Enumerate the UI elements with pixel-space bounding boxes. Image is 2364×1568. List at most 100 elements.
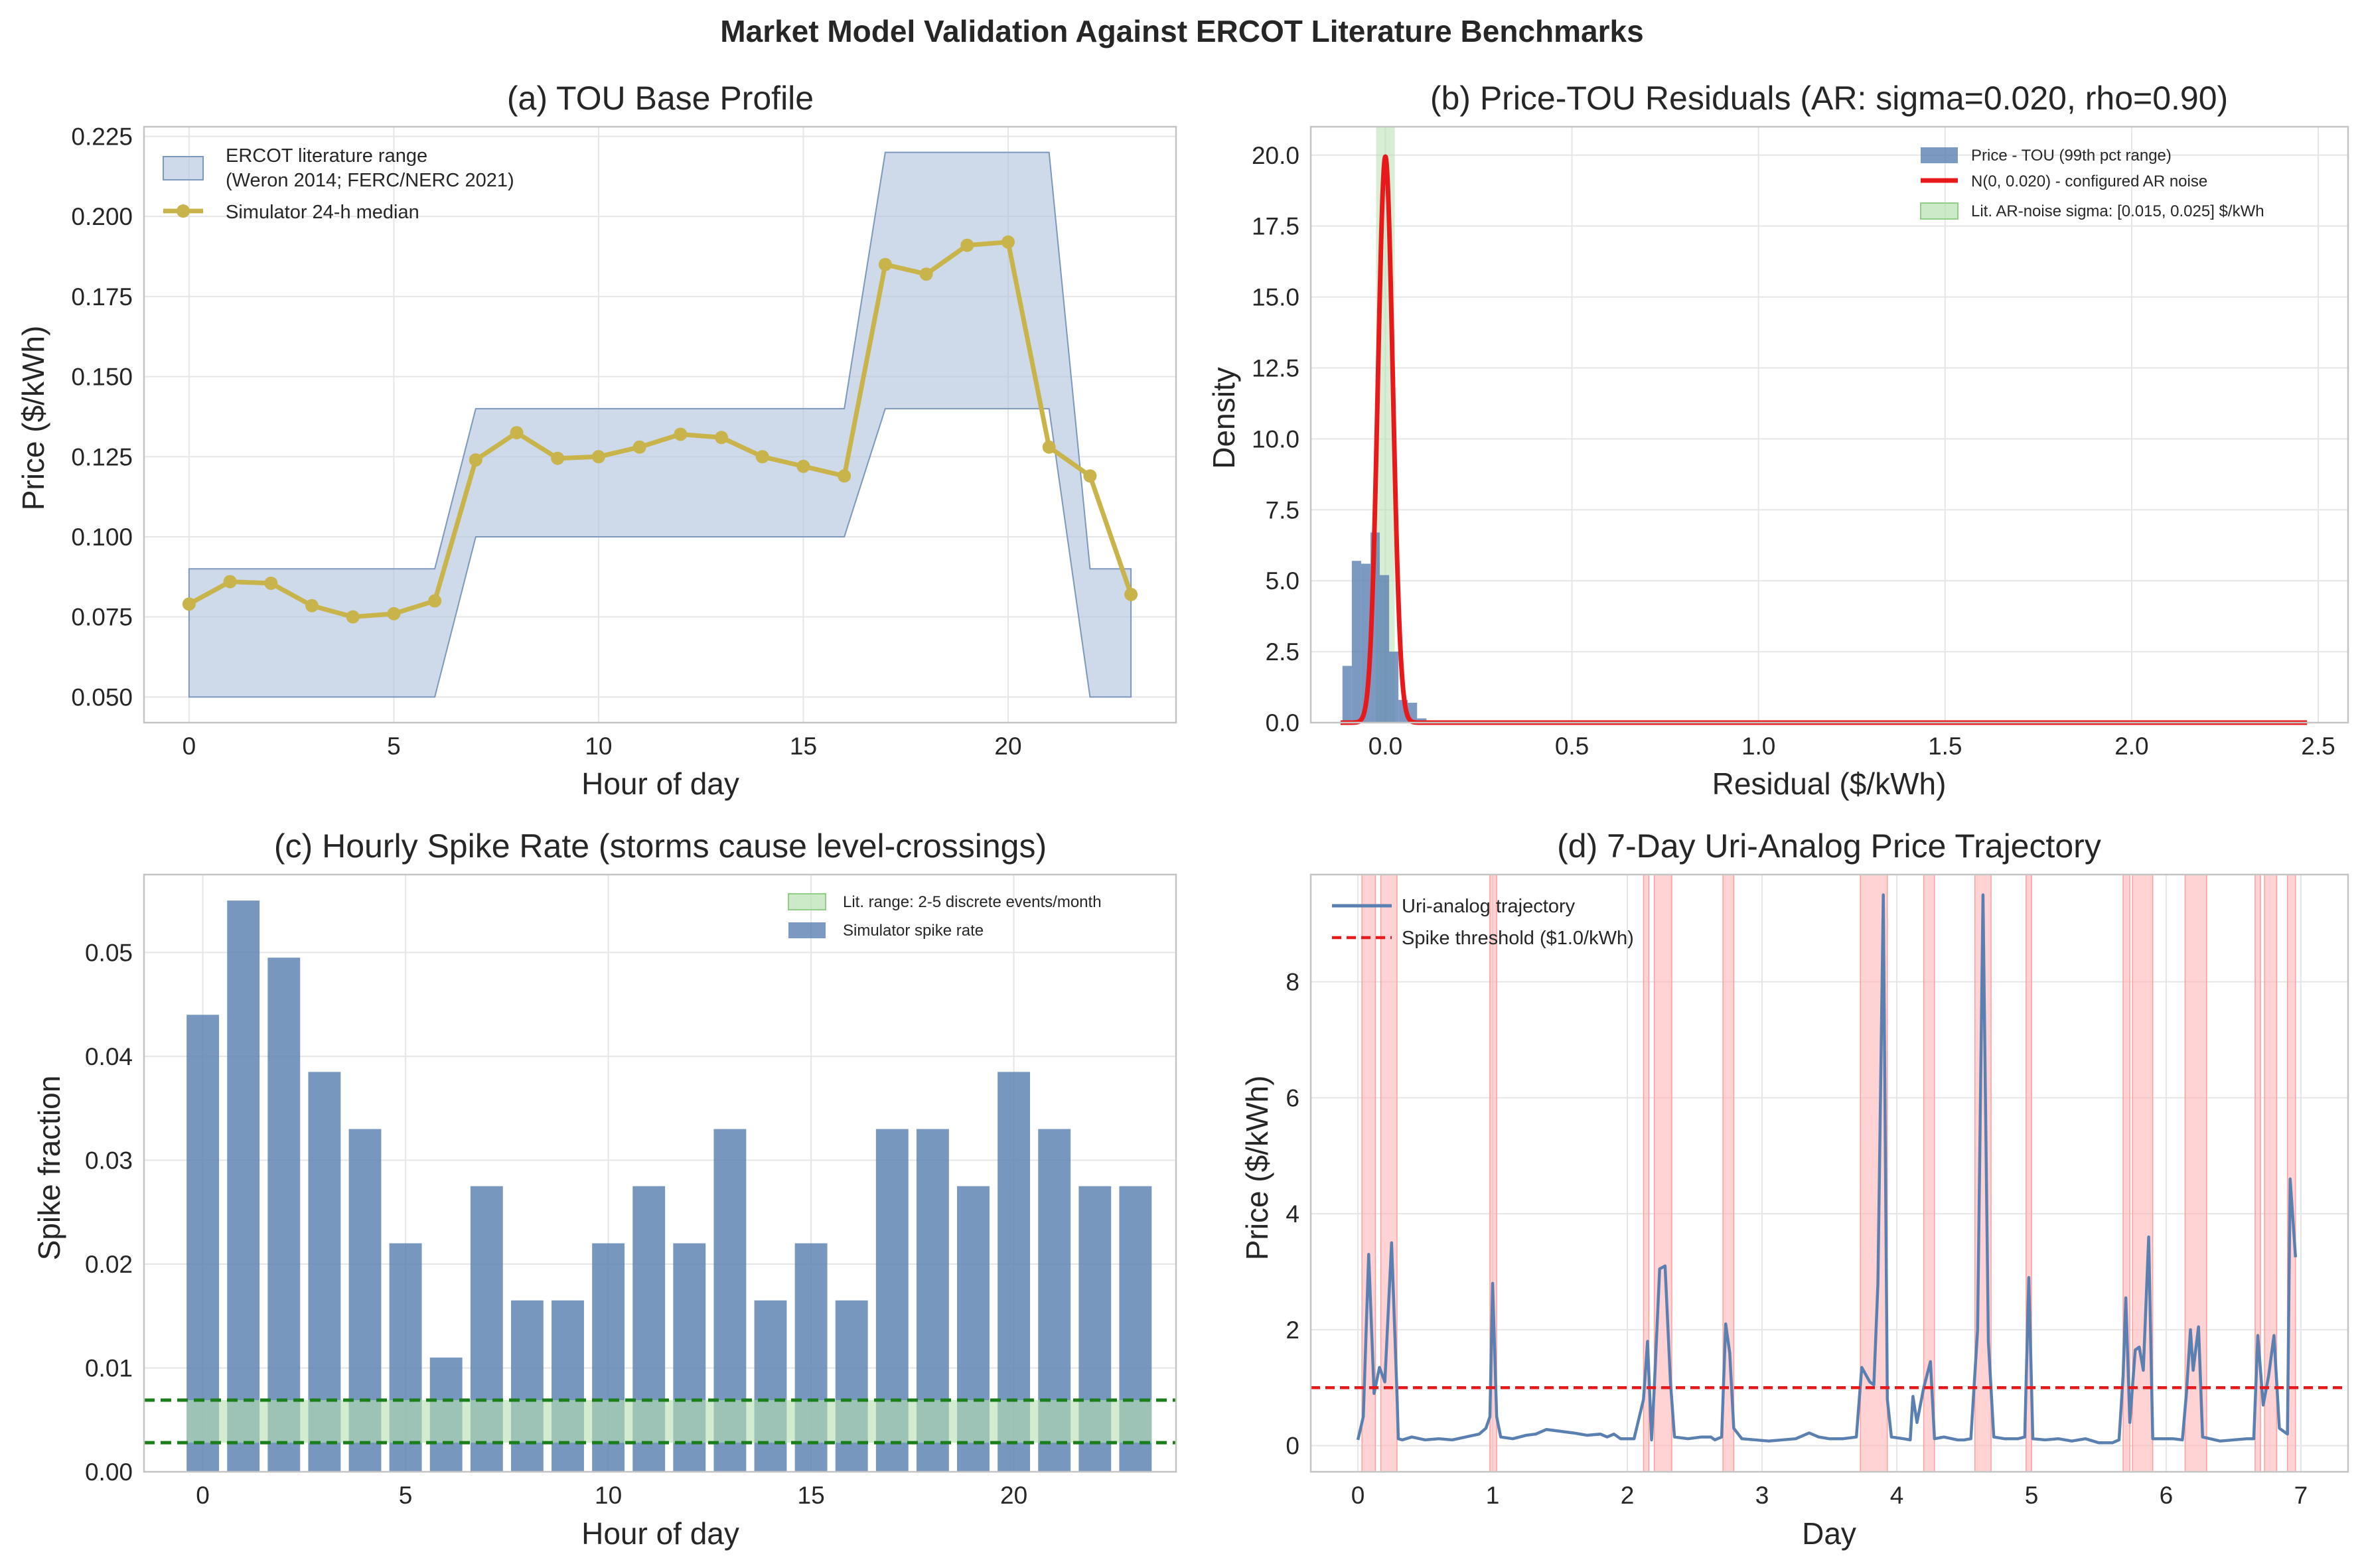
- x-tick-label: 20: [1000, 1482, 1027, 1509]
- legend-band-label-1: ERCOT literature range: [226, 145, 427, 167]
- legend-band-label-2: (Weron 2014; FERC/NERC 2021): [226, 170, 514, 191]
- y-tick-label: 0: [1286, 1433, 1299, 1460]
- x-tick-label: 0: [196, 1482, 210, 1509]
- median-point: [182, 597, 196, 611]
- y-tick-label: 20.0: [1252, 142, 1299, 169]
- x-tick-label: 2.5: [2301, 733, 2335, 760]
- panel-c-ylabel: Spike fraction: [32, 1076, 66, 1261]
- y-tick-label: 2: [1286, 1317, 1299, 1344]
- panel-a-legend: ERCOT literature range (Weron 2014; FERC…: [163, 145, 514, 223]
- y-tick-label: 6: [1286, 1084, 1299, 1111]
- median-point: [428, 594, 442, 608]
- median-point: [632, 440, 646, 454]
- x-tick-label: 7: [2294, 1482, 2308, 1509]
- median-point: [1124, 587, 1138, 601]
- x-tick-label: 1.0: [1741, 733, 1775, 760]
- median-point: [960, 238, 974, 252]
- panel-d-legend: Uri-analog trajectory Spike threshold ($…: [1332, 896, 1634, 949]
- x-tick-label: 5: [399, 1482, 413, 1509]
- y-tick-label: 0.04: [85, 1043, 133, 1070]
- x-tick-label: 1: [1486, 1482, 1500, 1509]
- median-point: [755, 450, 769, 464]
- median-point: [551, 451, 565, 465]
- median-point: [796, 459, 810, 473]
- panel-c-frame: [143, 873, 1177, 1473]
- y-tick-label: 0.01: [85, 1354, 133, 1382]
- y-tick-label: 0.075: [71, 604, 133, 631]
- x-tick-label: 0: [183, 733, 196, 760]
- panel-a-ticks: 0 5 10 15 20 0.050 0.075 0.100 0.125 0.150 0.175 0.…: [71, 123, 1021, 760]
- panel-c-marks: [144, 900, 1176, 1472]
- panel-b-legend: Price - TOU (99th pct range) N(0, 0.020)…: [1920, 147, 2264, 220]
- literature-range-band: [188, 151, 1132, 698]
- x-tick-label: 20: [994, 733, 1021, 760]
- legend-range-label: Lit. range: 2-5 discrete events/month: [843, 893, 1102, 911]
- legend-range-swatch: [788, 893, 826, 910]
- panel-d-frame: [1309, 873, 2349, 1473]
- panel-c-xlabel: Hour of day: [581, 1516, 739, 1551]
- x-tick-label: 5: [387, 733, 401, 760]
- histogram-bar: [1351, 561, 1361, 723]
- median-point: [878, 257, 892, 271]
- histogram-bar: [1342, 666, 1352, 723]
- panel-d: (d) 7-Day Uri-Analog Price Trajectory Da…: [1240, 827, 2349, 1551]
- median-point: [510, 426, 524, 440]
- x-tick-label: 15: [790, 733, 817, 760]
- panel-d-ylabel: Price ($/kWh): [1240, 1076, 1274, 1261]
- trajectory-line: [1356, 893, 2298, 1445]
- y-tick-label: 0.02: [85, 1251, 133, 1278]
- x-tick-label: 4: [1890, 1482, 1904, 1509]
- y-tick-label: 5.0: [1266, 567, 1299, 595]
- x-tick-label: 2: [1621, 1482, 1635, 1509]
- panel-c-title: (c) Hourly Spike Rate (storms cause leve…: [274, 827, 1047, 865]
- panel-d-grid: [1311, 875, 2348, 1472]
- legend-hist-swatch: [1921, 147, 1958, 163]
- panel-b-ticks: 0.0 0.5 1.0 1.5 2.0 2.5 0.0 2.5 5.0 7.5 10.0 12.5 15…: [1252, 142, 2335, 760]
- median-point: [264, 576, 278, 590]
- y-tick-label: 0.150: [71, 364, 133, 391]
- median-point: [305, 599, 319, 612]
- median-point: [1001, 235, 1015, 249]
- panel-d-ticks: 0 1 2 3 4 5 6 7 0 2 4 6 8: [1286, 969, 2308, 1509]
- median-point: [1042, 440, 1056, 454]
- legend-hist-label: Price - TOU (99th pct range): [1971, 147, 2172, 165]
- panel-b-xlabel: Residual ($/kWh): [1712, 766, 1947, 801]
- y-tick-label: 17.5: [1252, 213, 1299, 240]
- x-tick-label: 10: [595, 1482, 622, 1509]
- legend-spike-label: Simulator spike rate: [843, 922, 984, 940]
- y-tick-label: 0.0: [1266, 709, 1299, 737]
- median-point: [387, 606, 401, 620]
- y-tick-label: 2.5: [1266, 638, 1299, 666]
- y-tick-label: 10.0: [1252, 425, 1299, 453]
- median-point: [223, 575, 237, 589]
- spike-rate-bar: [510, 1300, 544, 1472]
- legend-spike-swatch: [788, 922, 826, 938]
- panel-d-marks: [1311, 874, 2348, 1472]
- x-tick-label: 0.5: [1555, 733, 1589, 760]
- x-tick-label: 15: [798, 1482, 825, 1509]
- panel-b-title: (b) Price-TOU Residuals (AR: sigma=0.020…: [1430, 80, 2228, 117]
- x-tick-label: 5: [2025, 1482, 2039, 1509]
- legend-span-swatch: [1920, 202, 1958, 220]
- y-tick-label: 4: [1286, 1200, 1299, 1228]
- panel-a-frame: [143, 125, 1177, 724]
- panel-d-title: (d) 7-Day Uri-Analog Price Trajectory: [1557, 827, 2101, 865]
- histogram-bar: [1389, 652, 1399, 723]
- y-tick-label: 0.03: [85, 1147, 133, 1174]
- panel-c-ticks: 0 5 10 15 20 0.00 0.01 0.02 0.03 0.04 0.05: [85, 939, 1027, 1509]
- histogram-bar: [1380, 575, 1390, 723]
- y-tick-label: 15.0: [1252, 284, 1299, 311]
- median-point: [715, 431, 729, 445]
- y-tick-label: 0.200: [71, 203, 133, 230]
- y-tick-label: 0.05: [85, 939, 133, 966]
- legend-median-label: Simulator 24-h median: [226, 202, 419, 223]
- y-tick-label: 0.100: [71, 524, 133, 551]
- legend-normal-label: N(0, 0.020) - configured AR noise: [1971, 173, 2207, 190]
- x-tick-label: 2.0: [2114, 733, 2148, 760]
- legend-span-label: Lit. AR-noise sigma: [0.015, 0.025] $/kW…: [1971, 202, 2264, 220]
- spike-span: [1380, 874, 1398, 1472]
- panel-c: (c) Hourly Spike Rate (storms cause leve…: [32, 827, 1177, 1551]
- y-tick-label: 7.5: [1266, 496, 1299, 524]
- median-point: [838, 469, 851, 483]
